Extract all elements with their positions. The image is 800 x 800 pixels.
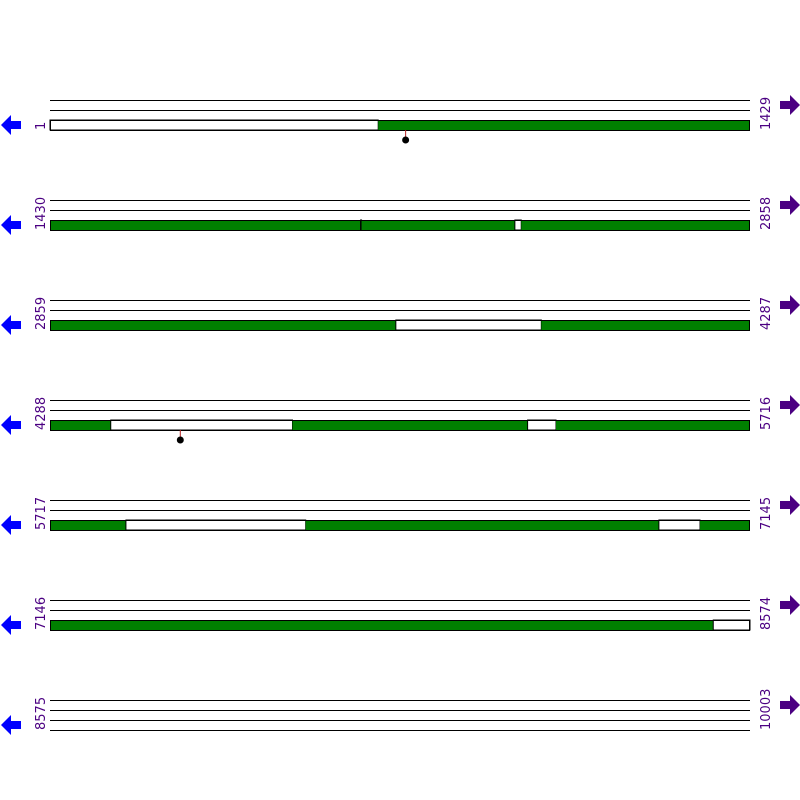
feature-block [292, 420, 528, 430]
start-position-label: 8575 [34, 697, 49, 730]
feature [49, 119, 750, 131]
feature-outline [50, 620, 750, 631]
feature-block [378, 120, 750, 130]
arrow-left-icon[interactable] [1, 715, 21, 735]
feature [50, 519, 750, 531]
arrow-left-icon[interactable] [1, 315, 21, 335]
feature-gap [110, 419, 293, 431]
feature [50, 219, 750, 231]
map-row: 2859 4287 [1, 295, 800, 335]
feature-block [305, 520, 659, 530]
feature-block [50, 520, 126, 530]
end-position-label: 7145 [759, 497, 774, 530]
feature-block [541, 320, 750, 330]
end-position-label: 5716 [759, 397, 774, 430]
arrow-left-icon[interactable] [1, 515, 21, 535]
feature-outline [50, 220, 750, 231]
feature-outline [50, 520, 750, 531]
start-position-label: 1430 [34, 197, 49, 230]
map-row: 8575 10003 [1, 689, 800, 735]
start-position-label: 4288 [34, 397, 49, 430]
feature-gap [125, 519, 307, 531]
feature-block [521, 220, 750, 230]
arrow-left-icon[interactable] [1, 215, 21, 235]
end-position-label: 4287 [759, 297, 774, 330]
feature-block [700, 520, 750, 530]
arrow-right-icon[interactable] [780, 295, 800, 315]
start-position-label: 2859 [34, 297, 49, 330]
lollipop-head [176, 436, 184, 444]
arrow-right-icon[interactable] [780, 495, 800, 515]
feature-gap [712, 619, 751, 631]
feature-gap [395, 319, 542, 331]
feature-block [50, 420, 111, 430]
feature-outline [50, 320, 750, 331]
lollipop-head [402, 136, 410, 144]
feature-block [50, 320, 396, 330]
end-position-label: 10003 [759, 689, 774, 730]
lollipop-marker[interactable] [176, 430, 184, 444]
feature-gap [658, 519, 701, 531]
feature-block [50, 220, 361, 230]
start-position-label: 1 [34, 122, 49, 130]
arrow-right-icon[interactable] [780, 395, 800, 415]
map-row: 5717 7145 [1, 495, 800, 535]
arrow-right-icon[interactable] [780, 195, 800, 215]
map-row: 7146 8574 [1, 595, 800, 635]
feature-outline [50, 120, 750, 131]
arrow-left-icon[interactable] [1, 415, 21, 435]
map-row: 1430 2858 [1, 195, 800, 235]
feature [50, 619, 751, 631]
feature-block [50, 620, 714, 630]
end-position-label: 8574 [759, 597, 774, 630]
map-row: 1 1429 [1, 95, 800, 144]
feature-gap [49, 119, 379, 131]
start-position-label: 7146 [34, 597, 49, 630]
arrow-right-icon[interactable] [780, 95, 800, 115]
feature-gap [527, 419, 557, 431]
start-position-label: 5717 [34, 497, 49, 530]
arrow-right-icon[interactable] [780, 595, 800, 615]
feature [50, 419, 750, 431]
arrow-right-icon[interactable] [780, 695, 800, 715]
arrow-left-icon[interactable] [1, 615, 21, 635]
arrow-left-icon[interactable] [1, 115, 21, 135]
feature-gap [360, 219, 363, 231]
end-position-label: 2858 [759, 197, 774, 230]
map-row: 4288 5716 [1, 395, 800, 444]
feature-block [556, 420, 750, 430]
feature-gap [514, 219, 522, 231]
feature [50, 319, 750, 331]
feature-block [361, 220, 515, 230]
lollipop-marker[interactable] [402, 130, 410, 144]
feature-outline [50, 420, 750, 431]
end-position-label: 1429 [759, 97, 774, 130]
